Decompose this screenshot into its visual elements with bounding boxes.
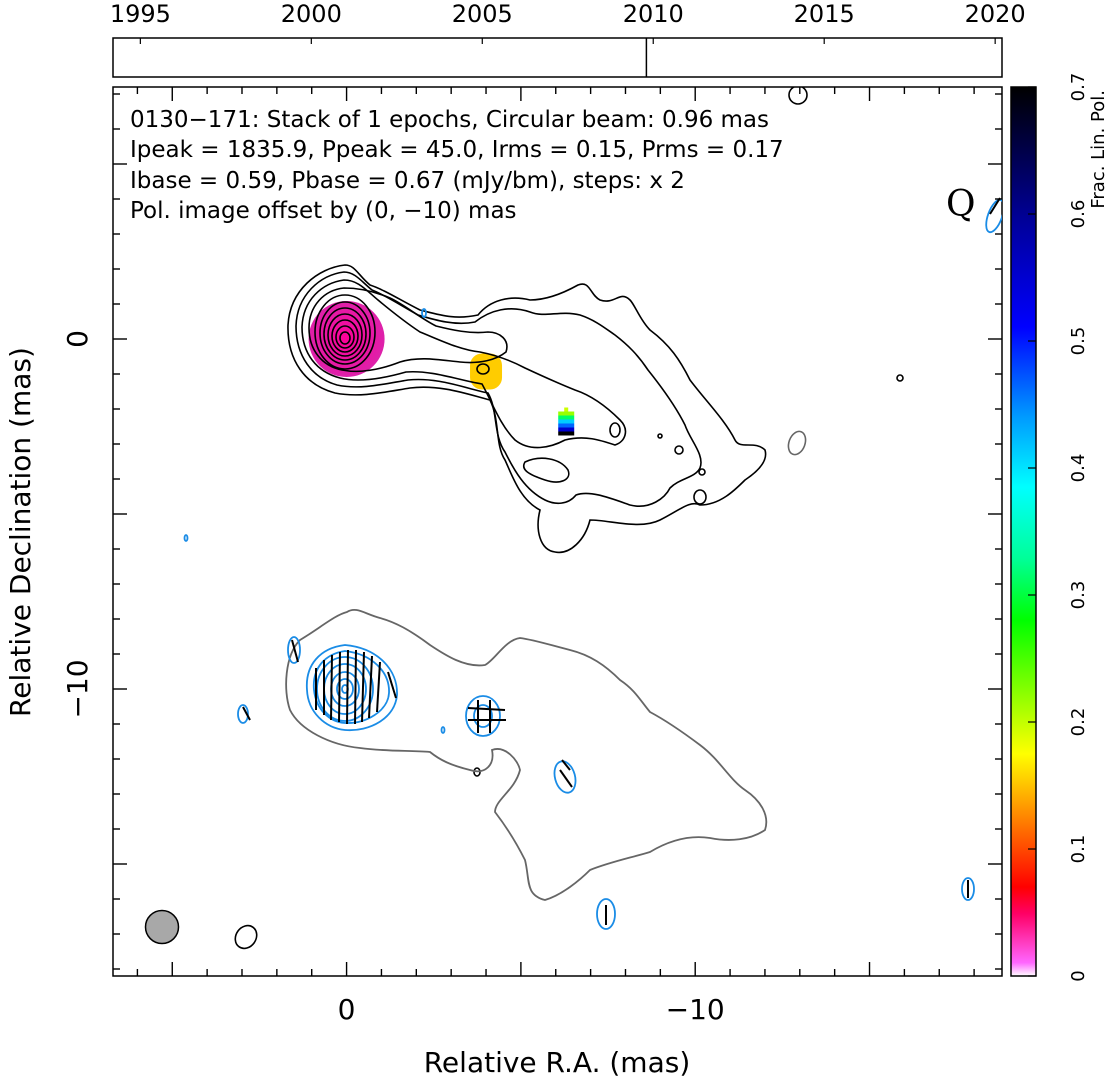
timeline-ticks: 1995 2000 2005 2010 2015 2020 xyxy=(110,0,1026,44)
colorbar-tick-label: 0.6 xyxy=(1068,200,1089,229)
axis-tick-labels: 0 −10 0 −10 xyxy=(61,330,725,1026)
colorbar-tick-label: 0.3 xyxy=(1068,581,1089,610)
x-axis-label: Relative R.A. (mas) xyxy=(424,1046,691,1079)
timeline-tick-label: 2020 xyxy=(965,0,1026,28)
timeline-tick-label: 2000 xyxy=(281,0,342,28)
timeline-tick-label: 2015 xyxy=(794,0,855,28)
x-tick-label: 0 xyxy=(338,993,356,1026)
jet-knot-2-frac-pol-patch xyxy=(558,407,575,436)
pol-outline-contour xyxy=(285,608,768,901)
plot-frame xyxy=(112,86,1003,977)
y-axis-label: Relative Declination (mas) xyxy=(4,347,37,717)
frac-pol-cell xyxy=(564,407,569,412)
annotation-block: 0130−171: Stack of 1 epochs, Circular be… xyxy=(130,107,976,225)
colorbar-tick-label: 0 xyxy=(1068,970,1089,981)
quality-flag: Q xyxy=(946,184,976,225)
colorbar-ticks: 0 0.1 0.2 0.3 0.4 0.5 0.6 0.7 xyxy=(1028,73,1089,982)
timeline-tick-label: 1995 xyxy=(110,0,171,28)
frac-pol-cell xyxy=(558,419,575,424)
colorbar-label: Frac. Lin. Pol. xyxy=(1088,90,1109,209)
frac-pol-cell xyxy=(558,423,575,428)
colorbar-tick-label: 0.4 xyxy=(1068,454,1089,483)
frac-pol-cell xyxy=(558,411,575,416)
beam-ellipse xyxy=(144,909,180,945)
i-contour-isolated xyxy=(787,430,807,456)
annotation-line-4: Pol. image offset by (0, −10) mas xyxy=(130,198,517,224)
x-tick-label: −10 xyxy=(666,993,725,1026)
plot-area: 0130−171: Stack of 1 epochs, Circular be… xyxy=(4,86,1003,1079)
frac-pol-cell xyxy=(558,415,575,420)
colorbar-tick-label: 0.2 xyxy=(1068,708,1089,737)
frac-pol-cell xyxy=(558,427,575,432)
timeline-box xyxy=(112,37,1003,78)
y-tick-label: −10 xyxy=(61,659,94,718)
annotation-line-3: Ibase = 0.59, Pbase = 0.67 (mJy/bm), ste… xyxy=(130,168,685,194)
colorbar-tick-label: 0.1 xyxy=(1068,835,1089,864)
colorbar-gradient xyxy=(1010,86,1037,977)
colorbar-tick-label: 0.5 xyxy=(1068,327,1089,356)
annotation-line-1: 0130−171: Stack of 1 epochs, Circular be… xyxy=(130,107,769,133)
colorbar: 0 0.1 0.2 0.3 0.4 0.5 0.6 0.7 Frac. Lin. Pol. xyxy=(1010,73,1109,982)
frac-pol-cell xyxy=(558,431,575,436)
annotation-line-2: Ipeak = 1835.9, Ppeak = 45.0, Irms = 0.1… xyxy=(130,137,784,163)
timeline-tick-label: 2005 xyxy=(452,0,513,28)
y-tick-label: 0 xyxy=(61,330,94,348)
stokes-i-contours xyxy=(234,87,904,950)
axis-ticks xyxy=(113,87,1002,976)
timeline: 1995 2000 2005 2010 2015 2020 xyxy=(110,0,1026,78)
jet-knot-frac-pol-patch xyxy=(470,353,503,390)
colorbar-tick-label: 0.7 xyxy=(1068,73,1089,102)
evpa-vectors xyxy=(242,197,1001,925)
timeline-tick-label: 2010 xyxy=(623,0,684,28)
